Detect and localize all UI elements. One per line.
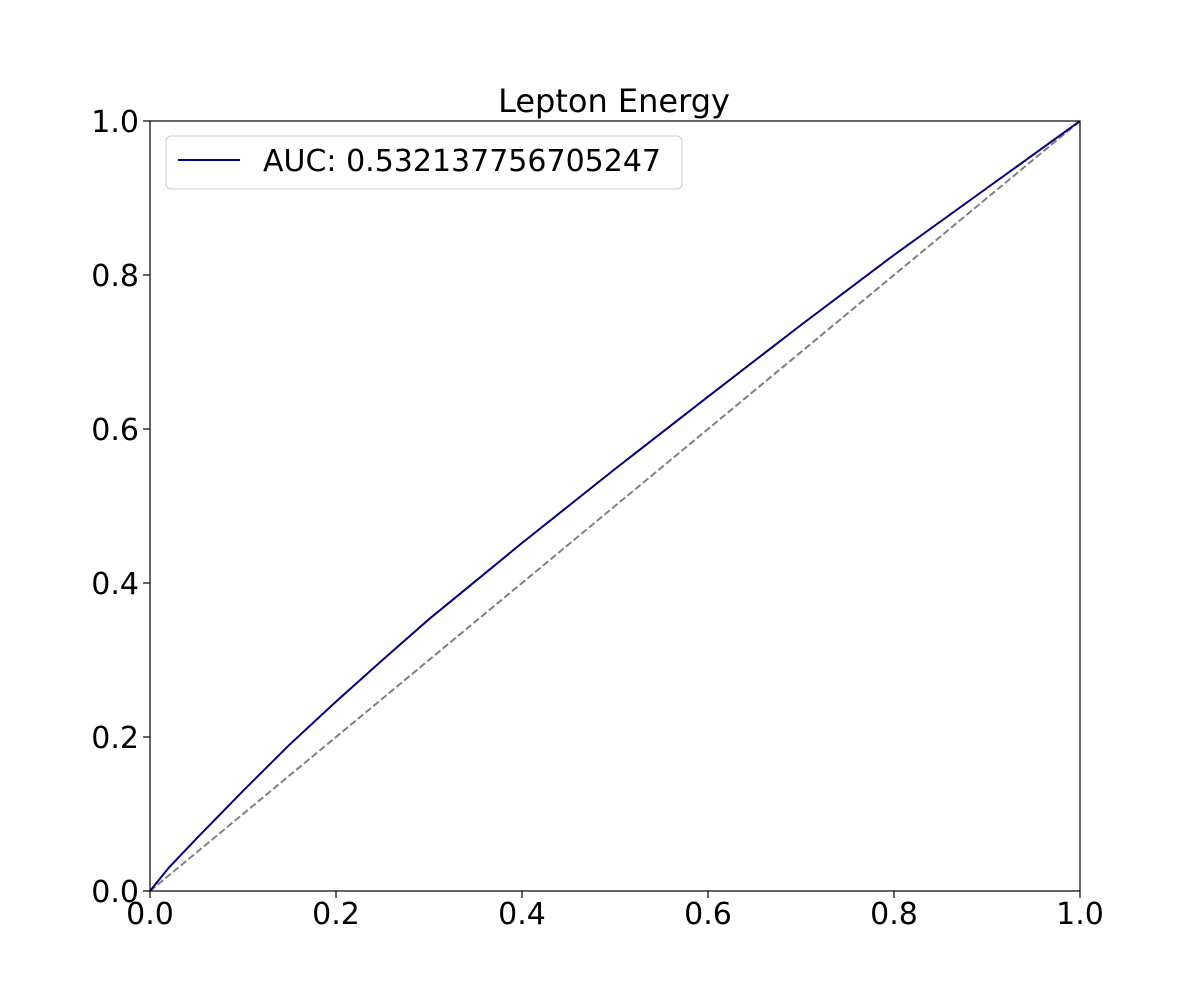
x-tick-label: 0.4: [498, 897, 546, 932]
legend-label: AUC: 0.532137756705247: [263, 144, 661, 179]
y-tick-label: 1.0: [91, 105, 139, 140]
chart-title: Lepton Energy: [498, 82, 730, 120]
y-tick-label: 0.8: [91, 259, 139, 294]
y-tick-label: 0.4: [91, 567, 139, 602]
x-tick-label: 0.2: [312, 897, 360, 932]
y-tick-label: 0.2: [91, 721, 139, 756]
x-tick-label: 0.6: [684, 897, 732, 932]
legend: AUC: 0.532137756705247: [165, 135, 683, 190]
legend-box: [165, 135, 683, 190]
x-tick-label: 0.8: [870, 897, 918, 932]
y-tick-label: 0.6: [91, 413, 139, 448]
plot-area: [149, 120, 1081, 892]
x-tick-label: 0.0: [126, 897, 174, 932]
y-tick-label: 0.0: [91, 875, 139, 910]
chance-diagonal-line: [149, 120, 1081, 892]
axis-ticks: 0.0 0.2 0.4 0.6 0.8 1.0 0.0 0.2 0.4 0.6 0.8 1.0: [91, 105, 1104, 932]
x-tick-label: 1.0: [1056, 897, 1104, 932]
axes-frame: [149, 120, 1081, 892]
roc-curve-line: [149, 120, 1081, 892]
